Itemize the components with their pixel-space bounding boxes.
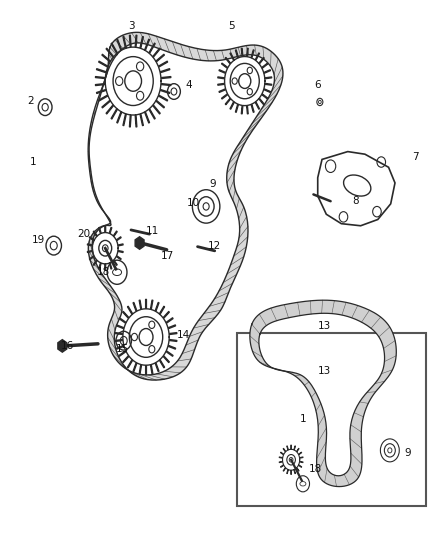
Bar [237,333,426,506]
Text: 9: 9 [209,179,216,189]
Text: 7: 7 [412,152,419,162]
Text: 2: 2 [27,96,33,106]
Text: 19: 19 [32,236,46,245]
Text: 10: 10 [187,198,200,208]
Text: 13: 13 [318,366,331,376]
Text: 11: 11 [146,226,159,236]
Text: 9: 9 [405,448,411,458]
Polygon shape [88,33,283,380]
Text: 18: 18 [96,266,110,277]
Text: 18: 18 [308,464,322,474]
Text: 12: 12 [208,240,221,251]
Text: 3: 3 [128,21,134,31]
Text: 14: 14 [177,330,191,341]
Text: 17: 17 [161,251,174,261]
Text: 13: 13 [318,321,331,331]
Text: 1: 1 [300,414,306,424]
Text: 6: 6 [314,80,321,90]
Polygon shape [250,300,396,487]
Text: 1: 1 [30,157,37,167]
Text: 15: 15 [116,344,129,354]
Text: 5: 5 [229,21,235,31]
Text: 16: 16 [61,341,74,351]
Text: 4: 4 [186,80,192,90]
Text: 8: 8 [352,196,359,206]
Polygon shape [135,237,144,249]
Text: 20: 20 [77,229,90,239]
Polygon shape [58,340,67,352]
